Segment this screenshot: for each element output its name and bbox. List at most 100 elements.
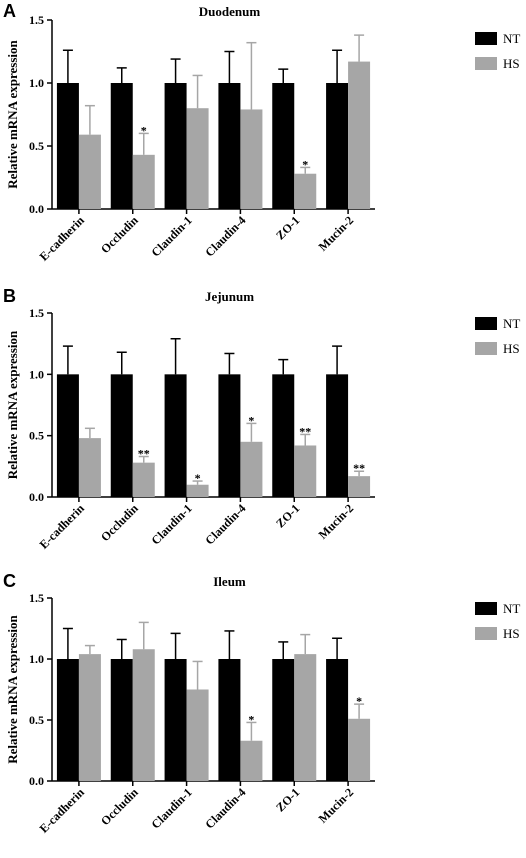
x-tick-label: Occludin: [98, 213, 141, 256]
bar-nt: [218, 374, 241, 497]
x-tick-label: Claudin-4: [202, 785, 248, 831]
legend-label: HS: [503, 626, 520, 641]
significance-marker: **: [353, 461, 365, 475]
panel-letter: B: [3, 286, 16, 306]
significance-marker: *: [356, 694, 362, 708]
y-tick-label: 0.5: [29, 713, 44, 727]
x-tick-label: E-cadherin: [37, 213, 88, 264]
y-tick-label: 0.0: [29, 490, 44, 504]
bar-hs: [294, 654, 317, 781]
panel-c: C Ileum Relative mRNA expression 0.0 0.5 1.0 1…: [3, 571, 520, 836]
bar-nt: [110, 374, 133, 497]
x-tick-label: Mucin-2: [316, 213, 357, 254]
panel-a: A Duodenum Relative mRNA expression 0.0 0.5 1…: [3, 1, 520, 264]
significance-marker: **: [138, 447, 150, 461]
bar-hs: [186, 689, 209, 781]
x-tick-label: Claudin-4: [202, 501, 248, 547]
panel-letter: C: [3, 571, 16, 591]
y-tick-label: 1.5: [29, 13, 44, 27]
x-tick-label: Claudin-1: [148, 501, 194, 547]
x-tick-label: Occludin: [98, 785, 141, 828]
x-tick-label: E-cadherin: [37, 785, 88, 836]
bar-nt: [326, 659, 349, 781]
bar-nt: [272, 374, 295, 497]
bar-nt: [272, 659, 295, 781]
y-tick-label: 1.5: [29, 306, 44, 320]
y-axis-label: Relative mRNA expression: [5, 614, 20, 763]
legend-swatch-hs: [475, 57, 497, 70]
chart-title: Ileum: [213, 574, 246, 589]
x-tick-label: Claudin-1: [148, 213, 194, 259]
y-axis-label: Relative mRNA expression: [5, 330, 20, 479]
significance-marker: *: [302, 157, 308, 171]
x-tick-label: ZO-1: [273, 785, 302, 814]
bar-hs: [294, 173, 317, 209]
chart-title: Duodenum: [199, 4, 261, 19]
x-tick-label: Mucin-2: [316, 785, 357, 826]
legend-swatch-hs: [475, 627, 497, 640]
bar-hs: [132, 462, 155, 497]
bar-nt: [326, 374, 349, 497]
bar-nt: [218, 659, 241, 781]
bar-nt: [110, 659, 133, 781]
bar-hs: [186, 108, 209, 209]
bar-hs: [348, 61, 371, 209]
bar-nt: [56, 83, 79, 209]
bar-nt: [164, 83, 187, 209]
x-tick-label: ZO-1: [273, 501, 302, 530]
bar-nt: [164, 659, 187, 781]
bar-hs: [294, 445, 317, 497]
y-axis-label: Relative mRNA expression: [5, 39, 20, 188]
bar-hs: [348, 476, 371, 497]
bar-nt: [218, 83, 241, 209]
bar-nt: [272, 83, 295, 209]
bar-hs: [186, 484, 209, 497]
legend-swatch-hs: [475, 342, 497, 355]
legend-label: NT: [503, 316, 520, 331]
y-tick-label: 1.0: [29, 652, 44, 666]
x-tick-label: Claudin-1: [148, 785, 194, 831]
bar-nt: [56, 659, 79, 781]
legend-swatch-nt: [475, 32, 497, 45]
bar-hs: [78, 654, 101, 781]
x-tick-label: Claudin-4: [202, 213, 248, 259]
panel-letter: A: [3, 1, 16, 21]
significance-marker: *: [248, 413, 254, 427]
bar-nt: [56, 374, 79, 497]
legend-label: NT: [503, 601, 520, 616]
significance-marker: *: [195, 471, 201, 485]
significance-marker: *: [141, 123, 147, 137]
bar-nt: [164, 374, 187, 497]
y-tick-label: 0.5: [29, 429, 44, 443]
significance-marker: **: [299, 424, 311, 438]
bar-hs: [348, 718, 371, 781]
y-tick-label: 0.5: [29, 139, 44, 153]
y-tick-label: 1.5: [29, 591, 44, 605]
y-tick-label: 0.0: [29, 202, 44, 216]
legend-label: NT: [503, 31, 520, 46]
bar-hs: [132, 154, 155, 209]
bar-hs: [78, 438, 101, 497]
bar-hs: [132, 649, 155, 781]
bar-hs: [240, 109, 263, 209]
significance-marker: *: [248, 712, 254, 726]
y-tick-label: 1.0: [29, 367, 44, 381]
x-tick-label: Mucin-2: [316, 501, 357, 542]
x-tick-label: ZO-1: [273, 213, 302, 242]
x-tick-label: Occludin: [98, 501, 141, 544]
chart-title: Jejunum: [205, 289, 254, 304]
bar-hs: [240, 441, 263, 497]
bar-hs: [240, 740, 263, 781]
legend-swatch-nt: [475, 602, 497, 615]
legend-label: HS: [503, 56, 520, 71]
y-tick-label: 0.0: [29, 774, 44, 788]
legend-swatch-nt: [475, 317, 497, 330]
legend-label: HS: [503, 341, 520, 356]
bar-nt: [326, 83, 349, 209]
y-tick-label: 1.0: [29, 76, 44, 90]
bar-hs: [78, 134, 101, 209]
panel-b: B Jejunum Relative mRNA expression 0.0 0.5 1.…: [3, 286, 520, 552]
x-tick-label: E-cadherin: [37, 501, 88, 552]
